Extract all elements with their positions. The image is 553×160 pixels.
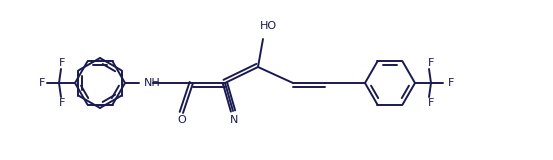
Text: F: F — [448, 78, 455, 88]
Text: HO: HO — [259, 21, 276, 31]
Text: F: F — [39, 78, 45, 88]
Text: F: F — [59, 98, 65, 108]
Text: O: O — [178, 115, 186, 125]
Text: N: N — [230, 115, 238, 125]
Text: NH: NH — [144, 78, 161, 88]
Text: F: F — [428, 98, 434, 108]
Text: F: F — [428, 58, 434, 68]
Text: F: F — [59, 58, 65, 68]
